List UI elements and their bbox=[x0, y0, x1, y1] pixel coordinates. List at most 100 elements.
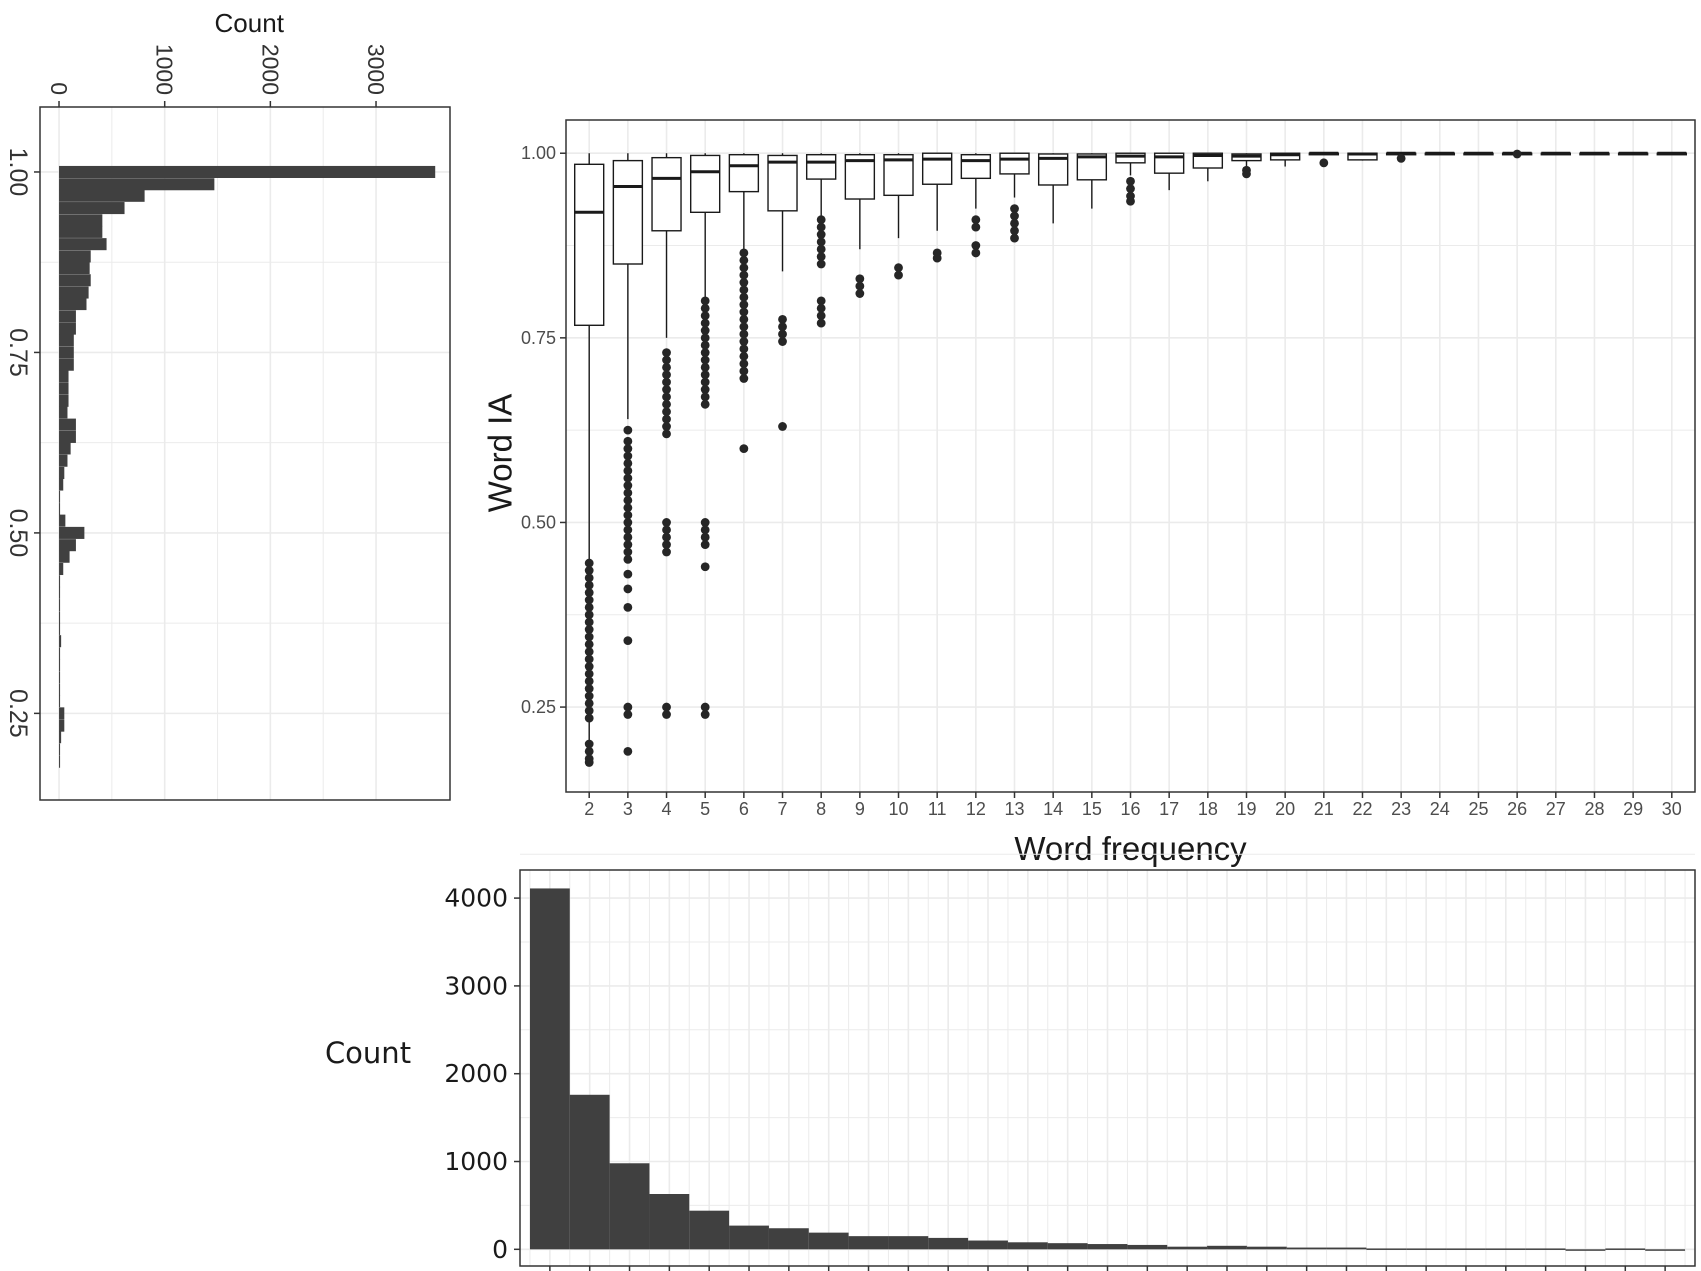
outlier-point bbox=[584, 558, 594, 568]
outlier-point bbox=[778, 314, 787, 324]
histogram-bar bbox=[59, 658, 61, 672]
outlier-point bbox=[700, 392, 710, 402]
histogram-bar bbox=[59, 622, 61, 635]
outlier-point bbox=[739, 329, 749, 339]
x-tick-label: 19 bbox=[1236, 799, 1256, 819]
histogram-bar bbox=[59, 418, 76, 431]
histogram-bar bbox=[569, 1094, 610, 1250]
x-tick-label: 25 bbox=[1468, 799, 1488, 819]
outlier-point bbox=[623, 547, 633, 557]
histogram-bar bbox=[59, 599, 61, 612]
outlier-point bbox=[739, 444, 749, 454]
outlier-point bbox=[700, 318, 710, 328]
histogram-bar bbox=[59, 214, 103, 227]
outlier-point bbox=[932, 253, 942, 263]
histogram-bar bbox=[59, 635, 62, 648]
x-tick-label: 16 bbox=[1120, 799, 1140, 819]
outlier-point bbox=[739, 314, 749, 324]
outlier-point bbox=[623, 532, 633, 542]
x-tick-label: 21 bbox=[1314, 799, 1334, 819]
histogram-bar bbox=[1446, 1248, 1486, 1250]
histogram-bar bbox=[59, 586, 61, 599]
x-tick-label: 22 bbox=[1352, 799, 1372, 819]
histogram-bar bbox=[59, 647, 61, 660]
histogram-bar bbox=[768, 1228, 809, 1250]
bottom-histogram-panel: 0 1000 2000 3000 4000 Count bbox=[325, 853, 1696, 1271]
outlier-point bbox=[584, 698, 594, 708]
x-tick-label: 0 bbox=[46, 82, 72, 95]
histogram-bar bbox=[59, 394, 69, 407]
histogram-bar bbox=[808, 1232, 849, 1250]
box-body bbox=[960, 154, 992, 180]
histogram-bar bbox=[59, 370, 69, 383]
outlier-point bbox=[971, 215, 981, 225]
histogram-bar bbox=[59, 490, 61, 503]
histogram-bar bbox=[529, 888, 570, 1250]
outlier-point bbox=[623, 473, 633, 483]
outlier-point bbox=[584, 588, 594, 598]
histogram-bar bbox=[888, 1236, 929, 1250]
outlier-point bbox=[816, 259, 826, 269]
y-axis-title: Word IA bbox=[482, 394, 519, 513]
histogram-bar bbox=[729, 1225, 769, 1250]
x-tick-label: 11 bbox=[928, 799, 947, 819]
outlier-point bbox=[739, 374, 749, 383]
outlier-point bbox=[662, 392, 671, 402]
histogram-bar bbox=[59, 250, 91, 263]
outlier-point bbox=[623, 518, 633, 527]
outlier-point bbox=[1126, 184, 1135, 194]
x-tick-label: 23 bbox=[1391, 799, 1411, 819]
histogram-bar bbox=[59, 202, 125, 215]
outlier-point bbox=[700, 518, 710, 527]
outlier-point bbox=[662, 422, 671, 431]
outlier-point bbox=[739, 278, 749, 287]
outlier-point bbox=[1010, 204, 1019, 214]
outlier-point bbox=[894, 270, 903, 280]
y-tick-label: 2000 bbox=[444, 1059, 508, 1088]
outlier-point bbox=[584, 610, 594, 620]
outlier-point bbox=[739, 337, 749, 346]
x-tick-label: 9 bbox=[855, 799, 865, 819]
histogram-bar bbox=[59, 358, 74, 371]
histogram-bar bbox=[59, 707, 65, 720]
x-tick-label: 20 bbox=[1275, 799, 1295, 819]
outlier-point bbox=[584, 739, 594, 749]
outlier-point bbox=[662, 532, 671, 542]
outlier-point bbox=[584, 684, 594, 694]
outlier-point bbox=[778, 322, 787, 332]
outlier-point bbox=[700, 562, 710, 572]
box-body bbox=[612, 159, 644, 265]
histogram-bar bbox=[59, 322, 76, 335]
outlier-point bbox=[584, 595, 594, 605]
outlier-point bbox=[623, 584, 633, 594]
box-body bbox=[651, 156, 682, 232]
outlier-point bbox=[855, 289, 865, 298]
outlier-point bbox=[662, 429, 671, 439]
outlier-point bbox=[662, 525, 671, 535]
outlier-point bbox=[971, 248, 981, 258]
x-tick-label: 5 bbox=[700, 799, 710, 819]
outlier-point bbox=[662, 355, 671, 365]
x-tick-label: 7 bbox=[778, 799, 788, 819]
outlier-point bbox=[623, 444, 633, 454]
outlier-point bbox=[700, 362, 710, 372]
outlier-point bbox=[1010, 211, 1019, 221]
outlier-point bbox=[700, 540, 710, 550]
histogram-bar bbox=[59, 346, 74, 359]
histogram-bar bbox=[1286, 1247, 1327, 1250]
histogram-bar bbox=[59, 178, 215, 191]
outlier-point bbox=[739, 263, 749, 273]
outlier-point bbox=[894, 263, 903, 273]
histogram-bar bbox=[59, 575, 61, 588]
histogram-bar bbox=[59, 454, 68, 467]
histogram-bar bbox=[609, 1163, 650, 1250]
outlier-point bbox=[700, 710, 710, 719]
outlier-point bbox=[623, 569, 633, 579]
box-body bbox=[728, 154, 760, 193]
box-body bbox=[1115, 152, 1146, 164]
x-tick-label: 13 bbox=[1004, 799, 1024, 819]
outlier-point bbox=[739, 248, 749, 258]
outlier-point bbox=[816, 230, 826, 239]
outlier-point bbox=[700, 399, 710, 409]
